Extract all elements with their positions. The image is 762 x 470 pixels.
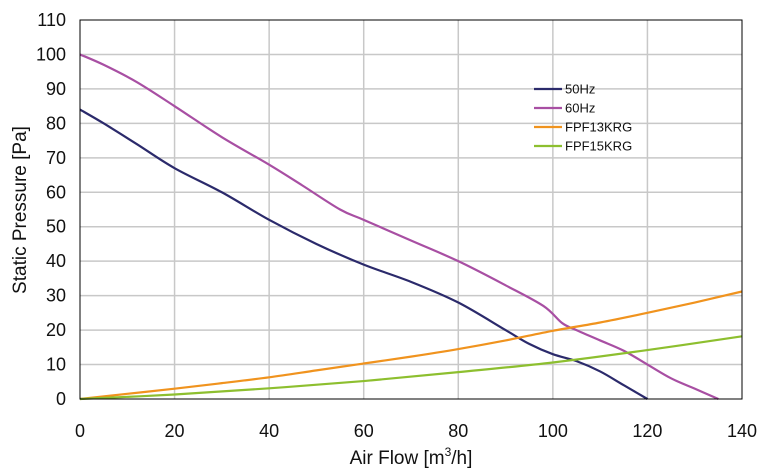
y-tick-label: 80 — [46, 113, 66, 133]
x-tick-label: 60 — [354, 421, 374, 441]
series-line-0 — [79, 108, 648, 400]
y-tick-label: 0 — [56, 389, 66, 409]
x-tick-label: 100 — [538, 421, 568, 441]
plot-area — [80, 20, 742, 399]
series-line-2 — [79, 290, 743, 401]
y-tick-label: 90 — [46, 79, 66, 99]
legend-label: 50Hz — [565, 82, 595, 97]
y-ticks: 0 10 20 30 40 50 60 70 80 90 100 110 — [36, 10, 66, 409]
y-tick-label: 60 — [46, 182, 66, 202]
legend-label: FPF13KRG — [565, 120, 632, 135]
y-axis-label: Static Pressure [Pa] — [10, 126, 31, 294]
y-tick-label: 100 — [36, 44, 66, 64]
series-layer — [79, 53, 743, 401]
legend-label: FPF15KRG — [565, 139, 632, 154]
x-ticks: 0 20 40 60 80 100 120 140 — [75, 421, 757, 441]
y-tick-label: 40 — [46, 251, 66, 271]
legend-label: 60Hz — [565, 101, 595, 116]
x-tick-label: 80 — [448, 421, 468, 441]
grid — [80, 20, 742, 399]
x-tick-label: 0 — [75, 421, 85, 441]
plot-frame — [79, 19, 743, 400]
x-tick-label: 40 — [259, 421, 279, 441]
series-line-3 — [79, 335, 743, 401]
y-tick-label: 20 — [46, 320, 66, 340]
x-axis-label-sup: 3 — [445, 445, 452, 459]
legend: 50Hz 60Hz FPF13KRG FPF15KRG — [534, 82, 632, 154]
x-axis-label-main: Air Flow [m — [350, 448, 445, 469]
y-tick-label: 70 — [46, 148, 66, 168]
y-tick-label: 50 — [46, 217, 66, 237]
y-tick-label: 30 — [46, 286, 66, 306]
x-tick-label: 120 — [632, 421, 662, 441]
y-tick-label: 10 — [46, 355, 66, 375]
series-line-1 — [79, 53, 719, 401]
y-tick-label: 110 — [37, 10, 66, 30]
x-axis-label-end: /h] — [451, 448, 472, 469]
x-axis-label: Air Flow [m3/h] — [350, 445, 473, 469]
x-tick-label: 20 — [165, 421, 185, 441]
x-tick-label: 140 — [727, 421, 757, 441]
